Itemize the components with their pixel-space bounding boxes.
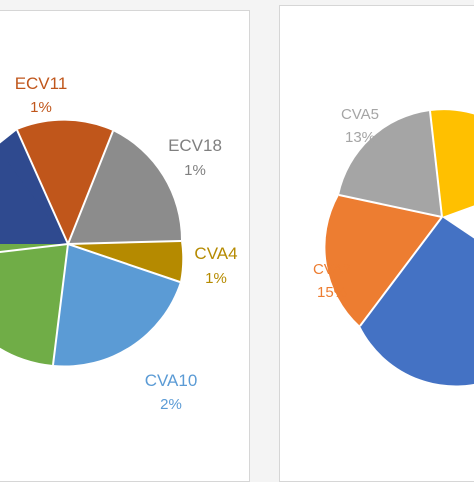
pie-slice-green [0, 244, 68, 365]
pie-slice-cva10 [53, 244, 180, 366]
value-cva4: 1% [205, 270, 227, 287]
value-cva2: 15% [317, 284, 347, 301]
label-ecv11: ECV11 [15, 74, 68, 93]
pie-slice-cva5 [339, 111, 442, 217]
left-pie-chart: ECV11 1% ECV18 1% CVA4 1% CVA10 2% [0, 74, 238, 413]
slice-separators-right [338, 110, 443, 327]
right-pie-chart: CVA5 13% CVA2 15% [313, 106, 474, 386]
right-chart-panel: CVA5 13% CVA2 15% [279, 5, 474, 482]
value-ecv11: 1% [30, 99, 52, 116]
left-chart-panel: ECV11 1% ECV18 1% CVA4 1% CVA10 2% [0, 10, 250, 482]
label-cva4: CVA4 [194, 244, 237, 263]
pie-slice-cva2 [325, 195, 442, 326]
label-ecv18: ECV18 [168, 136, 222, 155]
pie-slice-dark-navy-lower [0, 161, 68, 244]
pie-slice-ecv18 [68, 131, 182, 244]
value-cva10: 2% [160, 396, 182, 413]
slice-separators [0, 129, 182, 366]
value-cva5: 13% [345, 129, 375, 146]
pie-slice-ecv11 [17, 120, 113, 244]
pie-slice-blue [360, 217, 474, 386]
label-cva10: CVA10 [145, 371, 198, 390]
label-cva2: CVA2 [313, 261, 351, 278]
value-ecv18: 1% [184, 162, 206, 179]
pie-slice-cva4 [68, 241, 183, 282]
pie-slice-yellow [430, 110, 474, 217]
label-cva5: CVA5 [341, 106, 379, 123]
